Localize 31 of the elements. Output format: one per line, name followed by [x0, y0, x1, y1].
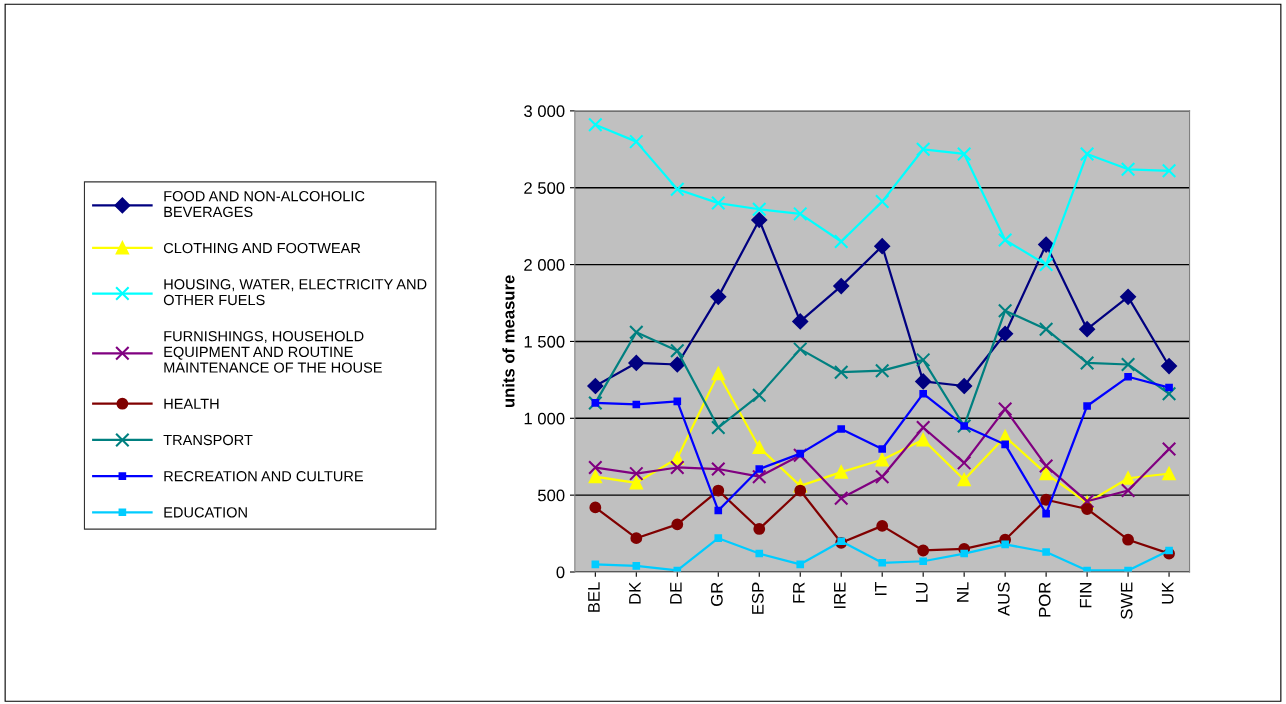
x-tick-label: LU — [916, 583, 928, 602]
y-tick-label: 1 500 — [524, 335, 565, 348]
y-tick-label: 3 000 — [524, 105, 565, 118]
y-tick-label: 500 — [537, 489, 565, 502]
x-tick-label: BEL — [588, 582, 600, 612]
legend-label: EDUCATION — [164, 507, 247, 518]
y-tick-label: 1 000 — [524, 412, 565, 425]
y-tick-label: 2 500 — [524, 182, 565, 194]
x-tick-label: GR — [710, 582, 723, 606]
legend-label: FURNISHINGS, HOUSEHOLD EQUIPMENT AND ROUTINE MAINTENANCE OF THE HOUSE — [164, 331, 382, 373]
legend-label: CLOTHING AND FOOTWEAR — [163, 242, 361, 254]
x-tick-label: POR — [1038, 582, 1051, 617]
y-tick-label: 0 — [556, 566, 565, 579]
y-tick-label: 2 000 — [524, 258, 565, 271]
x-tick-label: DK — [629, 581, 641, 604]
x-tick-label: FR — [793, 582, 805, 603]
legend-label: HOUSING, WATER, ELECTRICITY AND OTHER FUELS — [163, 279, 427, 306]
x-tick-label: UK — [1161, 581, 1174, 604]
x-tick-label: IT — [875, 582, 887, 595]
x-tick-label: ESP — [751, 582, 764, 614]
legend-label: HEALTH — [164, 398, 219, 409]
legend-label: FOOD AND NON-ALCOHOLIC BEVERAGES — [164, 191, 365, 218]
y-axis-title: units of measure — [502, 275, 515, 408]
x-tick-label: FIN — [1079, 583, 1092, 608]
x-tick-label: NL — [957, 582, 969, 602]
x-tick-label: SWE — [1120, 582, 1133, 619]
x-tick-label: AUS — [997, 582, 1010, 616]
x-tick-label: DE — [670, 582, 682, 604]
x-tick-label: IRE — [834, 582, 846, 608]
legend-label: TRANSPORT — [163, 434, 253, 446]
legend-label: RECREATION AND CULTURE — [164, 471, 363, 482]
